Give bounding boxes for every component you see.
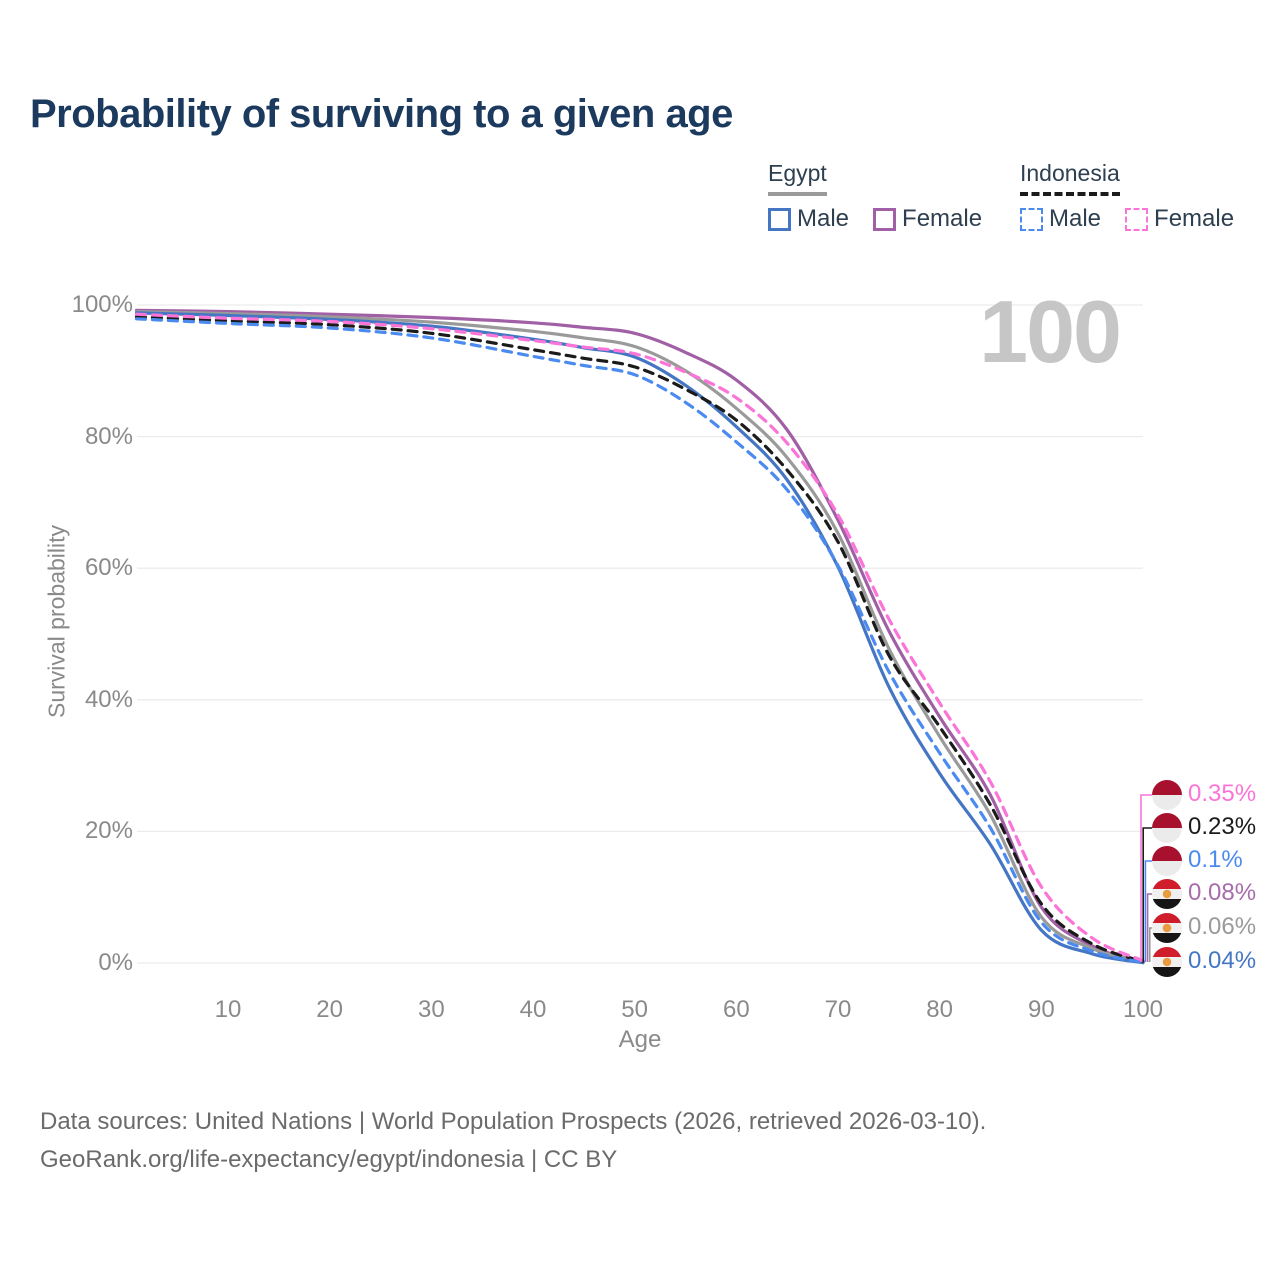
- flag-icon-egypt: [1152, 913, 1182, 943]
- flag-icon-egypt: [1152, 879, 1182, 909]
- series-end-label: 0.06%: [1188, 913, 1257, 940]
- flag-icon-egypt: [1152, 947, 1182, 977]
- x-tick-label: 70: [824, 996, 852, 1023]
- legend-item-label: Female: [1154, 205, 1235, 232]
- legend-item-label: Male: [797, 205, 850, 232]
- x-tick-label: 90: [1027, 996, 1055, 1023]
- age-counter-watermark: 100: [979, 282, 1122, 381]
- legend-group-egypt: Egypt Male Female: [768, 160, 982, 233]
- end-label-leader-line: [1142, 827, 1152, 962]
- x-tick-label: 20: [316, 996, 343, 1023]
- legend-group-indonesia: Indonesia Male Female: [1020, 160, 1234, 233]
- indonesia-male-swatch-icon: [1020, 207, 1043, 231]
- footer-data-sources: Data sources: United Nations | World Pop…: [40, 1108, 987, 1135]
- x-tick-label: 30: [417, 996, 445, 1023]
- series-line-indonesia-female: [134, 312, 1145, 963]
- series-end-label: 0.08%: [1188, 879, 1257, 906]
- series-end-label: 0.04%: [1188, 947, 1257, 974]
- flag-icon-indonesia: [1152, 846, 1182, 876]
- y-tick-label: 60%: [84, 554, 133, 582]
- y-tick-label: 40%: [84, 685, 133, 713]
- end-label-leader-line: [1146, 893, 1152, 962]
- footer-attribution: GeoRank.org/life-expectancy/egypt/indone…: [40, 1146, 618, 1173]
- series-line-egypt-male: [134, 311, 1145, 965]
- y-tick-label: 20%: [84, 817, 133, 845]
- egypt-female-swatch-icon: [873, 207, 897, 231]
- x-tick-label: 100: [1122, 996, 1164, 1023]
- flag-icon-indonesia: [1152, 813, 1182, 843]
- series-line-indonesia-both-sexes: [134, 315, 1145, 964]
- legend-item-indonesia-male[interactable]: Male: [1020, 205, 1101, 233]
- series-line-egypt-female: [134, 308, 1145, 965]
- series-end-label: 0.23%: [1188, 813, 1257, 840]
- legend-country-egypt[interactable]: Egypt: [768, 160, 827, 196]
- series-end-label: 0.1%: [1188, 846, 1243, 873]
- legend-item-indonesia-female[interactable]: Female: [1125, 205, 1234, 233]
- end-label-leader-line: [1149, 927, 1152, 962]
- x-tick-label: 40: [519, 996, 547, 1023]
- series-end-label: 0.35%: [1188, 780, 1257, 807]
- indonesia-female-swatch-icon: [1125, 207, 1149, 231]
- y-tick-label: 0%: [98, 949, 133, 976]
- legend-items-indonesia: Male Female: [1020, 205, 1234, 233]
- legend-item-egypt-female[interactable]: Female: [873, 205, 982, 233]
- x-axis-title: Age: [618, 1026, 662, 1053]
- legend-item-egypt-male[interactable]: Male: [768, 205, 849, 233]
- x-tick-label: 10: [214, 996, 242, 1023]
- egypt-male-swatch-icon: [768, 207, 791, 231]
- y-tick-label: 80%: [84, 422, 133, 450]
- legend-items-egypt: Male Female: [768, 205, 982, 233]
- x-tick-label: 60: [722, 996, 750, 1023]
- series-line-indonesia-male: [134, 317, 1145, 964]
- end-label-leader-line: [1144, 860, 1152, 962]
- x-tick-label: 80: [926, 996, 953, 1023]
- legend-item-label: Male: [1049, 205, 1102, 232]
- page-title: Probability of surviving to a given age: [30, 92, 733, 136]
- flag-icon-indonesia: [1152, 780, 1182, 810]
- y-tick-label: 100%: [71, 291, 133, 318]
- end-label-leader-line: [1140, 794, 1152, 962]
- x-tick-label: 50: [621, 996, 648, 1023]
- legend-country-indonesia[interactable]: Indonesia: [1020, 160, 1120, 196]
- series-line-egypt-both-sexes: [134, 310, 1145, 965]
- legend-item-label: Female: [902, 205, 983, 232]
